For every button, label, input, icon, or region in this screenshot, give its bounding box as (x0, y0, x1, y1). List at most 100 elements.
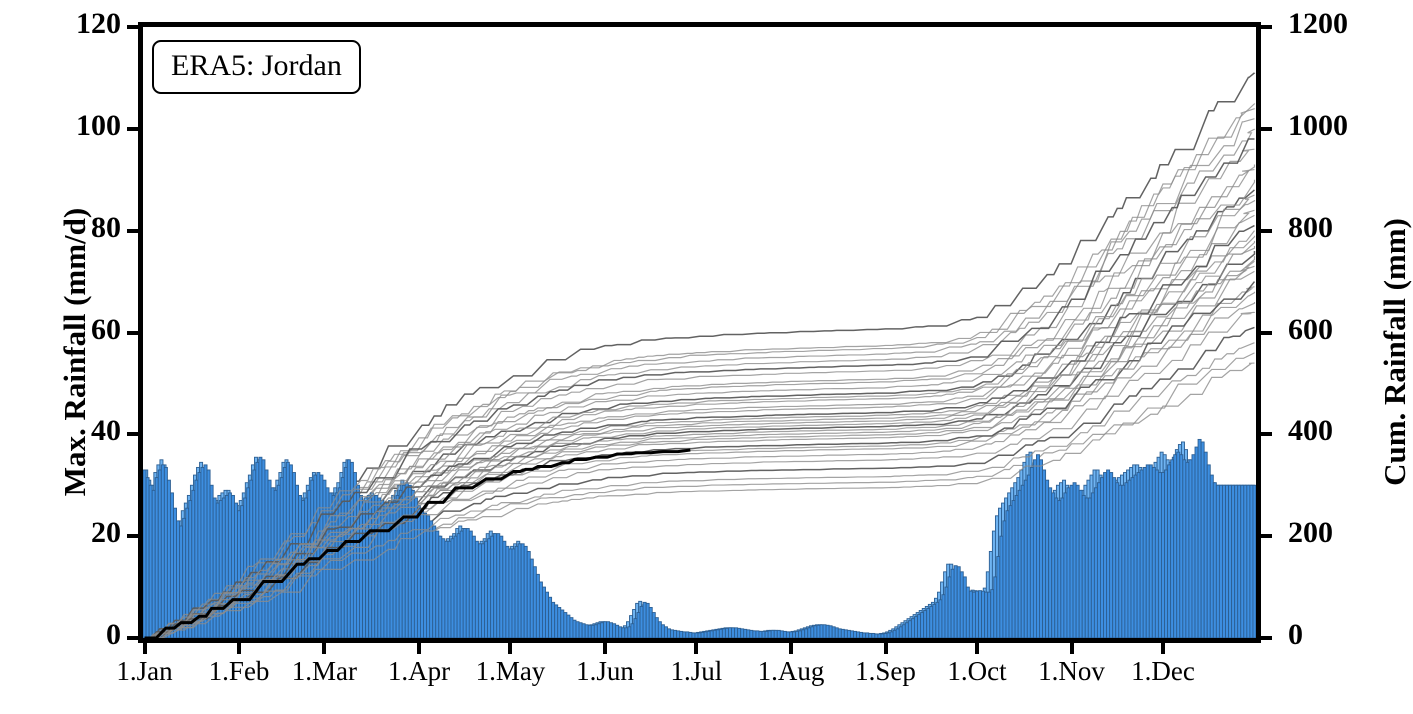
bar (1090, 492, 1095, 638)
bar (331, 494, 336, 638)
bar (712, 629, 717, 638)
bar (221, 497, 226, 638)
bar (892, 629, 897, 638)
bar (596, 623, 601, 638)
bar (359, 494, 363, 638)
bar (737, 627, 742, 638)
x-axis-tick-1-Nov: 1.Nov (1038, 656, 1105, 686)
bar (462, 528, 467, 638)
left-tickmark-40 (127, 432, 138, 437)
bar (316, 472, 321, 638)
bar (956, 566, 961, 638)
bar (499, 535, 504, 638)
left-axis-tick-0: 0 (106, 618, 121, 651)
bar (1063, 492, 1068, 638)
bar (1161, 472, 1165, 638)
cumulative-curve (144, 291, 1256, 638)
bar (624, 627, 629, 638)
x-axis-tick-1-Apr: 1.Apr (387, 656, 451, 686)
bar (237, 510, 242, 638)
bar (1072, 482, 1077, 638)
bar (718, 628, 723, 638)
bar (709, 630, 714, 638)
bar (215, 502, 220, 638)
bar (502, 540, 507, 638)
bar (639, 605, 644, 638)
bar (1203, 451, 1208, 638)
bar (459, 530, 464, 638)
bar (1011, 500, 1016, 638)
bar (883, 632, 888, 638)
bar (432, 525, 437, 638)
bar (688, 631, 693, 638)
bar (264, 469, 269, 638)
bar (929, 605, 934, 638)
bar (484, 540, 489, 638)
bar (691, 632, 696, 638)
right-tickmark-1200 (1261, 25, 1272, 29)
bar (746, 629, 751, 638)
bar (944, 586, 949, 638)
bar (1228, 484, 1233, 638)
bar (840, 628, 845, 638)
right-tickmark-200 (1261, 534, 1272, 539)
bar (493, 533, 498, 638)
bar (898, 626, 903, 638)
bar (728, 627, 732, 638)
bar (426, 515, 431, 638)
bar (645, 602, 650, 638)
bar (907, 620, 912, 638)
x-axis-tick-1-Feb: 1.Feb (208, 656, 270, 686)
bar (1130, 477, 1135, 638)
bar (962, 576, 967, 638)
bar (288, 464, 293, 638)
x-axis-tick-1-May: 1.May (475, 656, 546, 686)
bar (798, 630, 803, 638)
x-tickmark-1-Mar (322, 643, 327, 654)
bar (1106, 469, 1111, 638)
x-axis-tick-1-Jan: 1.Jan (116, 656, 173, 686)
bar (529, 558, 534, 638)
bar (886, 632, 891, 638)
x-tickmark-1-Aug (788, 643, 793, 654)
bar (517, 543, 522, 638)
bar (148, 484, 153, 638)
bar (734, 627, 739, 638)
bar (749, 629, 754, 638)
x-axis-tick-1-Aug: 1.Aug (757, 656, 825, 686)
bar (953, 565, 958, 638)
bar (1249, 484, 1254, 638)
bar (1118, 484, 1123, 638)
right-tickmark-0 (1261, 636, 1272, 640)
bar (715, 629, 720, 638)
bar (1124, 482, 1129, 638)
bar (258, 456, 263, 638)
bar (685, 631, 690, 638)
x-axis-tick-1-Mar: 1.Mar (291, 656, 358, 686)
left-axis-tick-120: 120 (76, 7, 121, 40)
bar (1023, 479, 1028, 638)
bar (1017, 489, 1022, 638)
bar (959, 571, 964, 638)
x-axis-tick-1-Oct: 1.Oct (947, 656, 1007, 686)
bar (1060, 497, 1065, 638)
bar (154, 477, 159, 638)
bar (901, 624, 906, 638)
bar (218, 500, 223, 638)
cumulative-curve (144, 103, 1256, 638)
bar (166, 479, 171, 638)
bar (856, 631, 861, 638)
bar (770, 629, 775, 638)
bar (904, 622, 909, 638)
bar (416, 505, 421, 638)
right-axis-tick-1200: 1200 (1288, 7, 1348, 40)
bar (694, 632, 699, 638)
x-axis-tick-1-Jun: 1.Jun (576, 656, 634, 686)
bar (468, 530, 473, 638)
bar (819, 624, 824, 638)
bar (151, 489, 156, 638)
bar (828, 625, 833, 638)
bar (514, 545, 519, 638)
cumulative-curve (144, 179, 1256, 638)
bar (1145, 464, 1150, 638)
